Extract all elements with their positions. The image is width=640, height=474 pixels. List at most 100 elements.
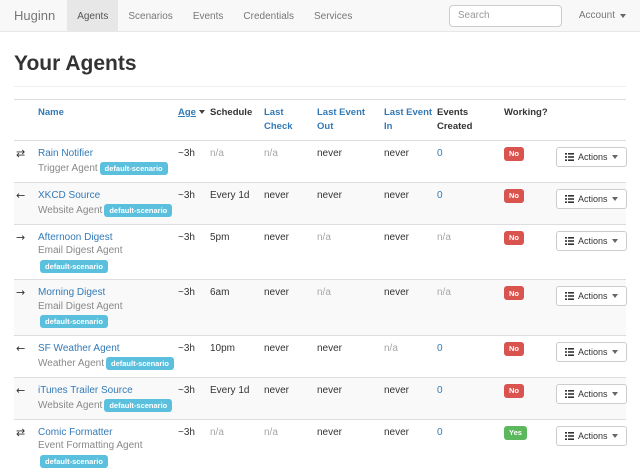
actions-button[interactable]: Actions [556,425,627,446]
scenario-badge[interactable]: default-scenario [40,454,108,468]
agent-flow-icon: ⇄ [16,425,26,439]
events-created-link[interactable]: 0 [437,189,443,201]
schedule-cell: n/a [210,418,264,474]
scenario-badge[interactable]: default-scenario [40,259,108,273]
actions-button[interactable]: Actions [556,188,627,209]
last-event-out-cell: n/a [317,279,384,336]
last-event-in-cell: never [384,279,437,336]
icon-column-header [14,99,38,141]
agent-name-link[interactable]: Rain Notifier [38,147,94,159]
schedule-column-header: Schedule [210,99,264,141]
scenario-badge[interactable]: default-scenario [104,399,173,413]
sort-by-age-link[interactable]: Age [178,107,196,118]
agent-flow-icon: ← [16,341,26,355]
brand-link[interactable]: Huginn [14,8,56,23]
working-badge: No [504,383,524,398]
sort-by-name-link[interactable]: Name [38,107,64,118]
events-created-link[interactable]: 0 [437,426,443,438]
schedule-cell: Every 1d [210,376,264,420]
events-created-column-header: Events Created [437,99,504,141]
caret-down-icon [611,294,618,299]
events-created-link[interactable]: 0 [437,342,443,354]
events-created-link[interactable]: 0 [437,384,443,396]
agent-name-link[interactable]: iTunes Trailer Source [38,384,133,396]
last-check-cell: n/a [264,139,317,183]
events-created-link[interactable]: 0 [437,147,443,159]
agent-type-label: Event Formatting Agent [38,440,143,452]
actions-button[interactable]: Actions [556,341,627,362]
actions-column-header [556,99,626,141]
scenario-badge[interactable]: default-scenario [40,315,108,329]
caret-down-icon [611,433,618,438]
actions-button[interactable]: Actions [556,230,627,251]
agent-name-link[interactable]: SF Weather Agent [38,342,120,354]
working-badge: No [504,286,524,301]
last-event-out-cell: never [317,139,384,183]
account-menu-button[interactable]: Account [579,10,626,21]
last-event-out-cell: never [317,181,384,225]
table-header: Name Age Schedule Last Check Last Event … [14,99,626,141]
actions-label: Actions [578,430,608,441]
actions-button[interactable]: Actions [556,383,627,404]
age-cell: ~3h [178,334,210,378]
actions-label: Actions [578,291,608,302]
agent-flow-icon: ← [16,188,26,202]
nav-item-events[interactable]: Events [192,10,224,22]
actions-label: Actions [578,193,608,204]
sort-by-last-check-link[interactable]: Last Check [264,107,293,132]
actions-button[interactable]: Actions [556,286,627,307]
actions-label: Actions [578,388,608,399]
list-icon [565,347,574,356]
agent-name-link[interactable]: Morning Digest [38,287,106,299]
table-row: ⇄ Comic Formatter Event Formatting Agent… [14,418,627,474]
nav-item-credentials[interactable]: Credentials [243,10,294,22]
agent-flow-icon: → [16,230,26,244]
last-event-in-cell: n/a [384,334,437,378]
list-icon [565,292,574,301]
last-event-out-cell: never [317,418,384,474]
agent-flow-icon: ⇄ [16,146,26,160]
last-event-out-cell: n/a [317,223,384,280]
agent-name-link[interactable]: Comic Formatter [38,426,113,438]
search-input[interactable] [448,4,562,27]
last-check-cell: never [264,223,317,280]
actions-button[interactable]: Actions [556,146,627,167]
working-badge: No [504,230,524,245]
main-nav: Agents Scenarios Events Credentials Serv… [67,0,362,32]
last-event-in-cell: never [384,223,437,280]
last-check-cell: never [264,334,317,378]
table-row: ⇄ Rain Notifier Trigger Agent default-sce… [14,139,627,183]
schedule-cell: 10pm [210,334,264,378]
caret-down-icon [611,238,618,243]
schedule-cell: n/a [210,139,264,183]
age-cell: ~3h [178,181,210,225]
last-event-out-column-header: Last Event Out [317,99,384,141]
age-cell: ~3h [178,223,210,280]
scenario-badge[interactable]: default-scenario [99,162,168,176]
last-event-in-cell: never [384,418,437,474]
last-check-cell: never [264,376,317,420]
last-event-out-cell: never [317,334,384,378]
agent-name-link[interactable]: Afternoon Digest [38,231,113,243]
sort-desc-icon [198,110,205,114]
last-event-in-cell: never [384,139,437,183]
agent-flow-icon: ← [16,383,26,397]
actions-label: Actions [578,346,608,357]
working-badge: No [504,341,524,356]
nav-item-agents[interactable]: Agents [67,0,119,32]
sort-by-last-event-out-link[interactable]: Last Event Out [317,107,366,132]
last-event-in-cell: never [384,181,437,225]
nav-item-scenarios[interactable]: Scenarios [128,10,173,22]
nav-item-services[interactable]: Services [313,10,353,22]
events-created-link[interactable]: n/a [437,287,451,299]
agent-type-label: Website Agent [38,205,103,217]
last-event-out-cell: never [317,376,384,420]
sort-by-last-event-in-link[interactable]: Last Event In [384,107,433,132]
scenario-badge[interactable]: default-scenario [104,204,173,218]
name-column-header: Name [38,99,178,141]
caret-down-icon [611,349,618,354]
scenario-badge[interactable]: default-scenario [105,357,174,371]
events-created-link[interactable]: n/a [437,231,451,243]
caret-down-icon [611,154,618,159]
agent-name-link[interactable]: XKCD Source [38,189,101,201]
